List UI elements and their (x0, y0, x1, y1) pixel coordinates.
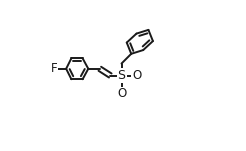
Text: F: F (50, 62, 57, 75)
Text: O: O (132, 69, 141, 82)
Text: O: O (117, 87, 126, 100)
Text: S: S (118, 69, 125, 82)
